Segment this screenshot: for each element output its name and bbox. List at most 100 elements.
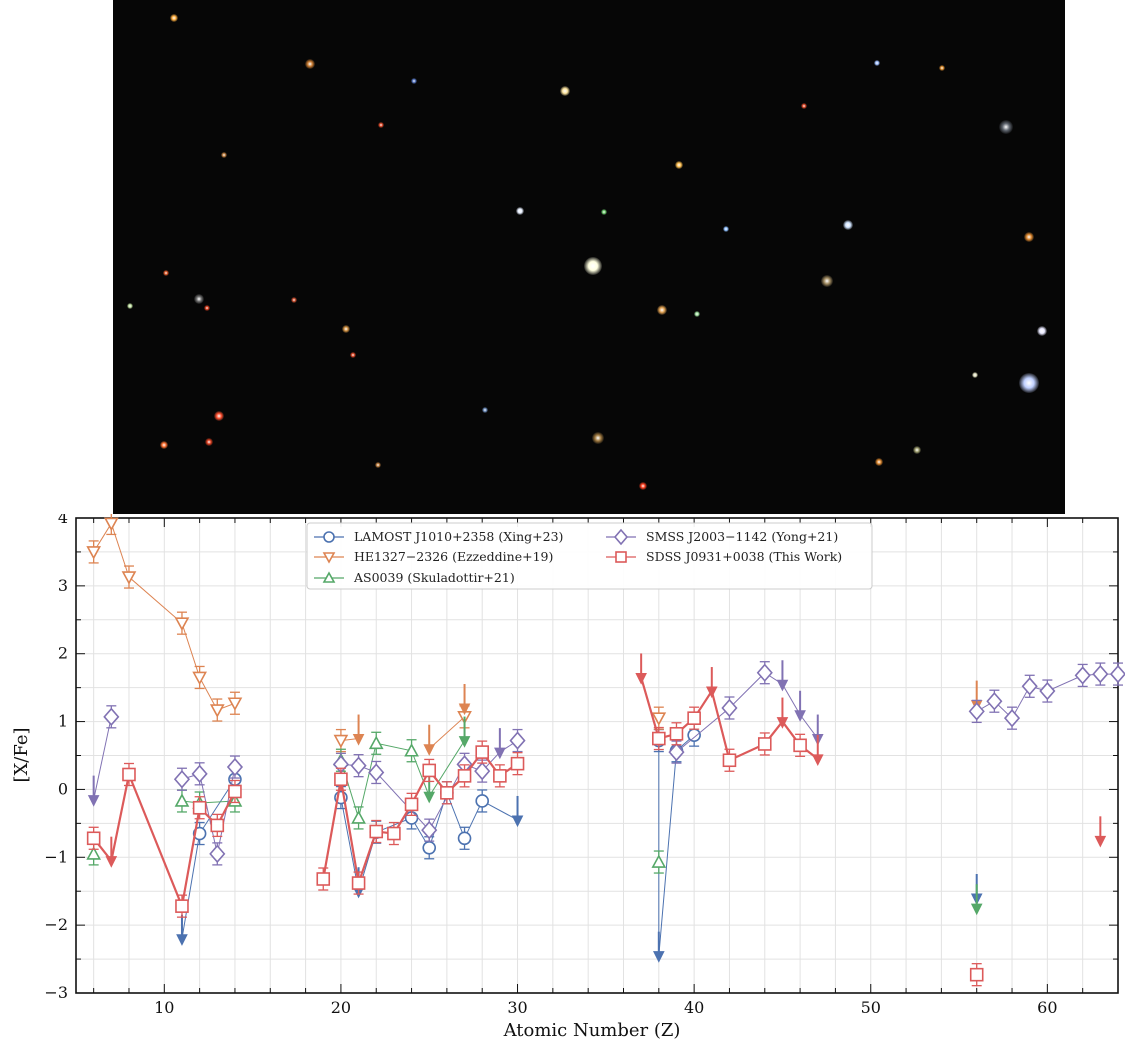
star: [601, 209, 607, 215]
upper-limit-arrowhead: [176, 934, 188, 946]
star: [214, 411, 224, 421]
star: [657, 305, 667, 315]
axes: 10 20 30 40 50 60 −3 −2 −1 0 1 2 3 4: [44, 514, 1119, 1017]
data-point: [652, 731, 666, 746]
star: [375, 462, 381, 468]
data-point: [173, 770, 191, 789]
data-point: [509, 731, 526, 750]
legend-marker: [323, 531, 335, 543]
legend-marker: [613, 528, 629, 546]
data-point: [369, 824, 384, 839]
upper-limit-arrowhead: [423, 744, 436, 756]
data-point: [191, 764, 208, 784]
star: [163, 270, 169, 276]
legend-label: LAMOST J1010+2358 (Xing+23): [354, 529, 563, 544]
star: [170, 14, 178, 22]
data-point: [121, 571, 137, 585]
star: [378, 122, 384, 128]
data-point: [209, 844, 226, 864]
series-line: [340, 740, 465, 820]
data-point: [1021, 677, 1038, 696]
data-point: [1074, 666, 1091, 685]
data-point: [192, 800, 207, 815]
star: [874, 60, 880, 66]
data-point: [404, 743, 419, 757]
series-line: [658, 734, 695, 956]
upper-limit-arrowhead: [458, 736, 471, 748]
upper-limit-arrowhead: [423, 791, 436, 804]
data-point: [440, 786, 454, 800]
y-axis-label: [X/Fe]: [11, 727, 32, 782]
legend-label: AS0039 (Skuladottir+21): [353, 570, 515, 585]
star: [694, 311, 700, 317]
data-point: [457, 831, 472, 846]
upper-limit-arrowhead: [794, 710, 806, 722]
data-point: [687, 728, 701, 742]
legend-marker: [322, 571, 336, 583]
data-point: [793, 738, 807, 753]
star: [342, 325, 350, 333]
series-line: [640, 677, 819, 762]
legend-label: SDSS J0931+0038 (This Work): [646, 549, 842, 564]
data-point: [174, 793, 190, 807]
x-tick-label: 40: [684, 998, 704, 1017]
data-point: [475, 794, 490, 808]
data-point: [1039, 681, 1056, 701]
data-point: [86, 846, 102, 860]
star: [194, 294, 204, 304]
star: [584, 257, 602, 275]
upper-limit-arrowhead: [653, 951, 665, 963]
x-tick-label: 30: [507, 998, 527, 1017]
star: [1019, 373, 1039, 393]
star: [350, 352, 356, 358]
upper-limit-arrowhead: [705, 686, 718, 699]
data-point: [103, 517, 119, 532]
series: [86, 514, 983, 756]
data-point: [493, 769, 507, 783]
star: [801, 103, 807, 109]
upper-limit-arrowhead: [352, 734, 365, 746]
data-point: [422, 840, 437, 855]
star: [160, 441, 168, 449]
upper-limit-arrowhead: [635, 672, 647, 685]
star: [1024, 232, 1034, 242]
star: [482, 407, 488, 413]
legend-box: [306, 522, 873, 590]
data-point: [226, 757, 244, 777]
data-point: [457, 769, 472, 783]
star: [127, 303, 133, 309]
data-point: [722, 753, 737, 768]
data-point: [350, 756, 367, 775]
y-tick-label: 3: [58, 576, 68, 595]
series: [87, 660, 1125, 866]
series: [86, 653, 1107, 987]
legend-label: HE1327−2326 (Ezzeddine+19): [354, 549, 553, 564]
upper-limit-arrowhead: [494, 747, 506, 760]
data-point: [387, 826, 401, 841]
data-point: [474, 761, 491, 781]
data-point: [174, 617, 190, 631]
y-tick-label: −2: [44, 915, 68, 934]
data-point: [368, 763, 385, 782]
data-point: [333, 734, 349, 749]
data-point: [209, 704, 225, 718]
series-line: [676, 672, 819, 753]
y-tick-label: 0: [58, 779, 68, 798]
data-point: [86, 831, 101, 846]
data-point: [192, 671, 207, 686]
data-point: [1003, 708, 1021, 728]
upper-limit-arrowhead: [511, 815, 524, 828]
y-tick-label: 1: [58, 712, 68, 731]
upper-limit-arrowhead: [970, 903, 983, 916]
legend-label: SMSS J2003−1142 (Yong+21): [646, 529, 838, 544]
series-line: [181, 766, 236, 855]
data-point: [228, 784, 242, 799]
series-line: [181, 800, 235, 804]
y-tick-label: 2: [58, 644, 68, 663]
series: [176, 723, 983, 963]
data-point: [969, 967, 984, 982]
star: [305, 59, 315, 69]
star: [939, 65, 945, 71]
y-tick-label: −1: [44, 847, 68, 866]
data-point: [422, 763, 437, 778]
